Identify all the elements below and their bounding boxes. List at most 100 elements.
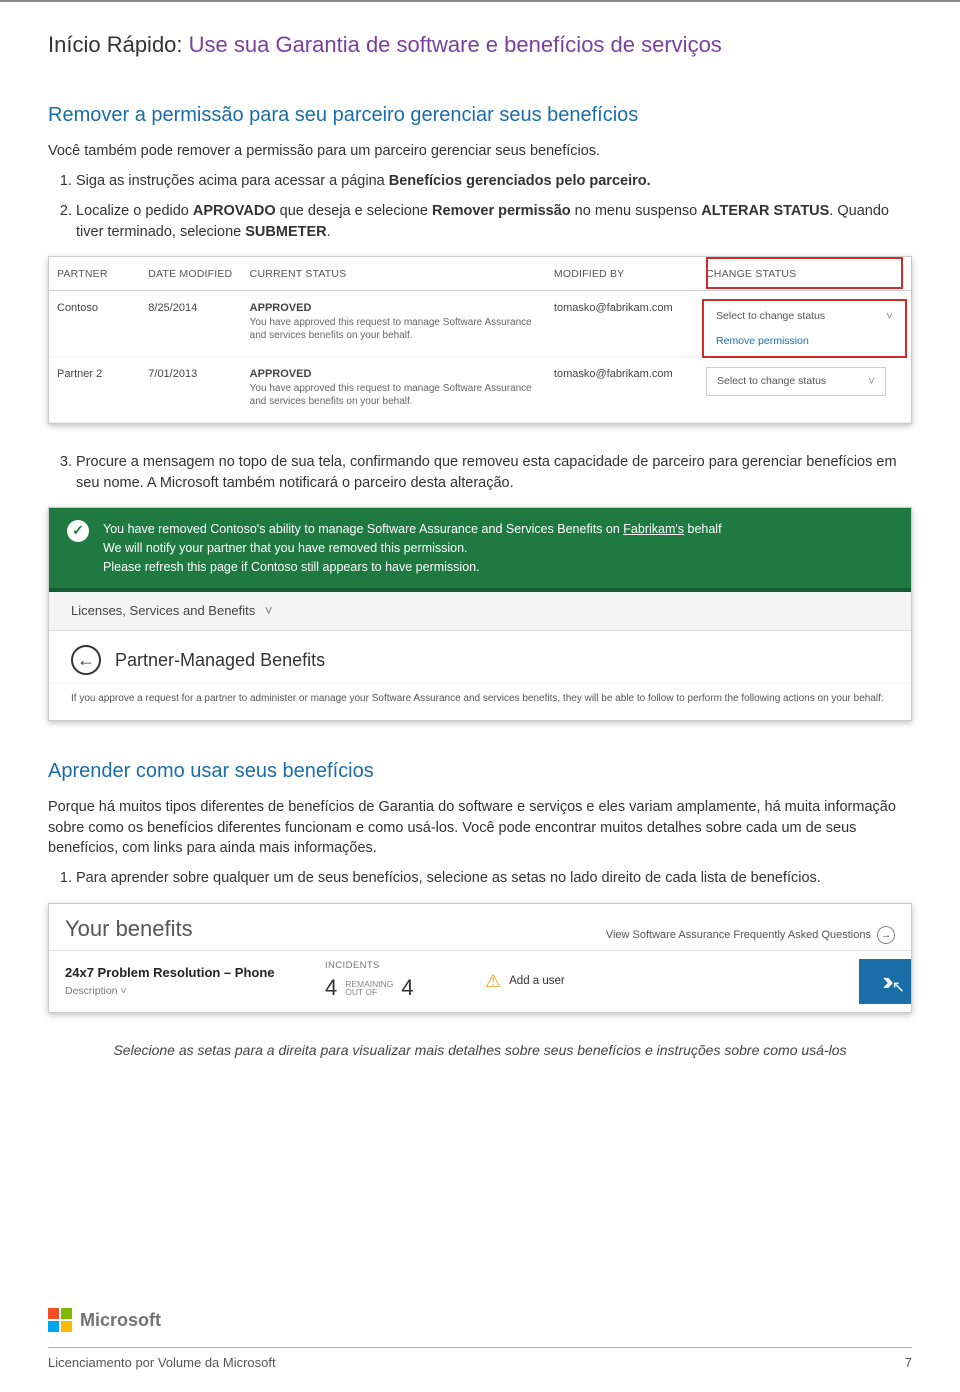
- modified-by: tomasko@fabrikam.com: [546, 290, 698, 356]
- back-icon[interactable]: ←: [71, 645, 101, 675]
- approved-sub: You have approved this request to manage…: [250, 316, 538, 342]
- banner-text: You have removed Contoso's ability to ma…: [103, 520, 722, 576]
- current-status-cell: APPROVED You have approved this request …: [242, 290, 546, 356]
- date-modified: 7/01/2013: [140, 357, 241, 423]
- modified-by: tomasko@fabrikam.com: [546, 357, 698, 423]
- incidents-remaining: 4: [325, 973, 337, 1004]
- breadcrumb-nav[interactable]: Licenses, Services and Benefits ˅: [49, 592, 911, 631]
- step-1: Siga as instruções acima para acessar a …: [76, 171, 912, 191]
- col-status: CURRENT STATUS: [242, 257, 546, 290]
- footer-line: Licenciamento por Volume da Microsoft 7: [48, 1347, 912, 1372]
- banner-line2: We will notify your partner that you hav…: [103, 539, 722, 558]
- chevron-down-icon: ˅: [120, 985, 126, 997]
- benefit-name-block: 24x7 Problem Resolution – Phone Descript…: [65, 964, 325, 999]
- benefit-row: 24x7 Problem Resolution – Phone Descript…: [49, 951, 911, 1011]
- partner-name: Contoso: [49, 290, 140, 356]
- page-number: 7: [905, 1354, 912, 1372]
- dropdown-select-option[interactable]: Select to change status ˅: [706, 303, 903, 330]
- benefits-header-row: Your benefits View Software Assurance Fr…: [49, 904, 911, 952]
- partner-managed-sub: If you approve a request for a partner t…: [49, 684, 911, 720]
- approved-label: APPROVED: [250, 301, 538, 316]
- document-page: Início Rápido: Use sua Garantia de softw…: [0, 0, 960, 1392]
- check-icon: ✓: [67, 520, 89, 542]
- benefit-name: 24x7 Problem Resolution – Phone: [65, 964, 325, 982]
- incidents-remaining-outof-label: REMAINING OUT OF: [345, 980, 393, 997]
- header-title-purple: Use sua Garantia de software e benefício…: [189, 32, 722, 57]
- add-user-label: Add a user: [509, 973, 565, 989]
- header-prefix: Início Rápido:: [48, 32, 189, 57]
- chevron-down-icon: ˅: [886, 308, 893, 325]
- remove-permission-heading: Remover a permissão para seu parceiro ge…: [48, 101, 912, 129]
- partner-managed-title: Partner-Managed Benefits: [115, 648, 325, 673]
- arrow-right-circle-icon: →: [877, 926, 895, 944]
- approved-sub: You have approved this request to manage…: [250, 382, 538, 408]
- double-chevron-right-icon: ››: [882, 963, 887, 999]
- banner-line3: Please refresh this page if Contoso stil…: [103, 558, 722, 577]
- success-banner: ✓ You have removed Contoso's ability to …: [49, 508, 911, 592]
- nav-text: Licenses, Services and Benefits: [71, 603, 255, 618]
- step2-a: Localize o pedido: [76, 203, 193, 219]
- incidents-block: INCIDENTS 4 REMAINING OUT OF 4: [325, 959, 485, 1003]
- change-status-label: CHANGE STATUS: [706, 268, 796, 280]
- banner-line1-b: behalf: [684, 522, 722, 536]
- change-status-dropdown-open[interactable]: Select to change status ˅ Remove permiss…: [702, 299, 907, 358]
- faq-link[interactable]: View Software Assurance Frequently Asked…: [606, 926, 895, 944]
- col-modified-by: MODIFIED BY: [546, 257, 698, 290]
- microsoft-logo: Microsoft: [48, 1308, 912, 1333]
- faq-link-text: View Software Assurance Frequently Asked…: [606, 928, 871, 943]
- incidents-label: INCIDENTS: [325, 959, 485, 972]
- approved-label: APPROVED: [250, 367, 538, 382]
- learn-benefits-heading: Aprender como usar seus benefícios: [48, 757, 912, 785]
- remove-permission-intro: Você também pode remover a permissão par…: [48, 141, 912, 161]
- table-row: Contoso 8/25/2014 APPROVED You have appr…: [49, 290, 911, 356]
- page-title-row: ← Partner-Managed Benefits: [49, 631, 911, 684]
- partner-table: PARTNER DATE MODIFIED CURRENT STATUS MOD…: [49, 257, 911, 423]
- col-partner: PARTNER: [49, 257, 140, 290]
- dropdown-remove-option[interactable]: Remove permission: [706, 329, 903, 354]
- cursor-icon: ↖: [892, 977, 905, 999]
- change-status-cell: Select to change status ˅: [698, 357, 911, 423]
- caption-text: Selecione as setas para a direita para v…: [48, 1041, 912, 1061]
- step2-e: no menu suspenso: [571, 203, 702, 219]
- description-toggle[interactable]: Description ˅: [65, 982, 325, 999]
- remove-permission-label: Remove permission: [716, 334, 809, 349]
- current-status-cell: APPROVED You have approved this request …: [242, 357, 546, 423]
- page-header: Início Rápido: Use sua Garantia de softw…: [48, 30, 912, 61]
- date-modified: 8/25/2014: [140, 290, 241, 356]
- banner-line1-underline: Fabrikam's: [623, 522, 684, 536]
- add-user-block[interactable]: ⚠ Add a user: [485, 969, 685, 994]
- microsoft-logo-icon: [48, 1308, 72, 1332]
- learn-benefits-para: Porque há muitos tipos diferentes de ben…: [48, 797, 912, 858]
- banner-line1-a: You have removed Contoso's ability to ma…: [103, 522, 623, 536]
- partner-table-screenshot: PARTNER DATE MODIFIED CURRENT STATUS MOD…: [48, 256, 912, 424]
- step-2: Localize o pedido APROVADO que deseja e …: [76, 201, 912, 242]
- warning-icon: ⚠: [485, 969, 501, 994]
- partner-name: Partner 2: [49, 357, 140, 423]
- col-change-status: CHANGE STATUS: [698, 257, 911, 290]
- learn-step-1: Para aprender sobre qualquer um de seus …: [76, 868, 912, 888]
- step2-c: que deseja e selecione: [276, 203, 432, 219]
- change-status-dropdown-closed[interactable]: Select to change status ˅: [706, 367, 886, 396]
- step1-text-b: Benefícios gerenciados pelo parceiro.: [389, 173, 651, 189]
- step2-h: SUBMETER: [245, 224, 326, 240]
- step1-text-a: Siga as instruções acima para acessar a …: [76, 173, 389, 189]
- step2-f: ALTERAR STATUS: [701, 203, 829, 219]
- step2-b: APROVADO: [193, 203, 276, 219]
- benefits-screenshot: Your benefits View Software Assurance Fr…: [48, 903, 912, 1013]
- description-label: Description: [65, 985, 118, 997]
- expand-arrow-button[interactable]: ›› ↖: [859, 959, 911, 1003]
- select-change-label: Select to change status: [717, 374, 826, 389]
- step2-d: Remover permissão: [432, 203, 571, 219]
- microsoft-wordmark: Microsoft: [80, 1308, 161, 1333]
- your-benefits-title: Your benefits: [65, 914, 193, 945]
- step-3-list: Procure a mensagem no topo de sua tela, …: [76, 452, 912, 493]
- footer-copyright: Licenciamento por Volume da Microsoft: [48, 1354, 276, 1372]
- remove-permission-steps: Siga as instruções acima para acessar a …: [76, 171, 912, 242]
- step-3: Procure a mensagem no topo de sua tela, …: [76, 452, 912, 493]
- step2-i: .: [327, 224, 331, 240]
- incidents-total: 4: [401, 973, 413, 1004]
- outof-label: OUT OF: [345, 988, 393, 997]
- learn-steps: Para aprender sobre qualquer um de seus …: [76, 868, 912, 888]
- change-status-cell: Select to change status ˅ Remove permiss…: [698, 290, 911, 356]
- confirmation-screenshot: ✓ You have removed Contoso's ability to …: [48, 507, 912, 721]
